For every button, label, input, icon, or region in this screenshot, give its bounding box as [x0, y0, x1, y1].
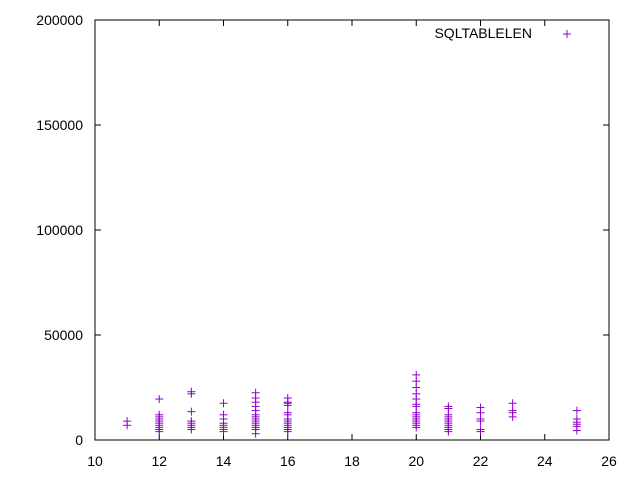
- data-point: [219, 399, 228, 408]
- y-tick-label: 200000: [36, 12, 83, 28]
- x-tick-label: 10: [87, 453, 103, 469]
- data-point: [251, 388, 260, 397]
- data-points: [123, 370, 581, 438]
- legend: SQLTABLELEN: [434, 25, 571, 41]
- data-point: [155, 410, 164, 419]
- x-tick-label: 26: [601, 453, 617, 469]
- data-point: [476, 425, 485, 434]
- x-tick-label: 22: [473, 453, 489, 469]
- data-point: [219, 410, 228, 419]
- x-tick-label: 16: [280, 453, 296, 469]
- y-tick-label: 150000: [36, 117, 83, 133]
- y-axis-ticks: 0 50000 100000 150000 200000: [36, 12, 609, 448]
- data-point: [572, 406, 581, 415]
- legend-marker: [563, 30, 571, 38]
- plot-frame: [94, 19, 610, 441]
- y-tick-label: 0: [75, 432, 83, 448]
- data-point: [187, 417, 196, 426]
- x-tick-label: 20: [408, 453, 424, 469]
- data-point: [476, 403, 485, 412]
- legend-label-sqltablelen: SQLTABLELEN: [434, 25, 532, 41]
- y-tick-label: 50000: [44, 327, 83, 343]
- data-point: [412, 370, 421, 379]
- data-point: [123, 417, 132, 426]
- x-tick-label: 12: [151, 453, 167, 469]
- data-point: [283, 394, 292, 402]
- data-point: [283, 408, 292, 417]
- data-point: [155, 395, 164, 404]
- data-point: [187, 407, 196, 416]
- x-tick-label: 14: [216, 453, 232, 469]
- data-point: [508, 399, 517, 408]
- data-point: [187, 387, 196, 396]
- data-point: [444, 402, 453, 411]
- data-point: [572, 415, 581, 423]
- data-point: [508, 406, 517, 415]
- x-axis-ticks: 10 12 14 16 18 20 22 24 26: [87, 20, 617, 469]
- x-tick-label: 24: [537, 453, 553, 469]
- y-tick-label: 100000: [36, 222, 83, 238]
- x-tick-label: 18: [344, 453, 360, 469]
